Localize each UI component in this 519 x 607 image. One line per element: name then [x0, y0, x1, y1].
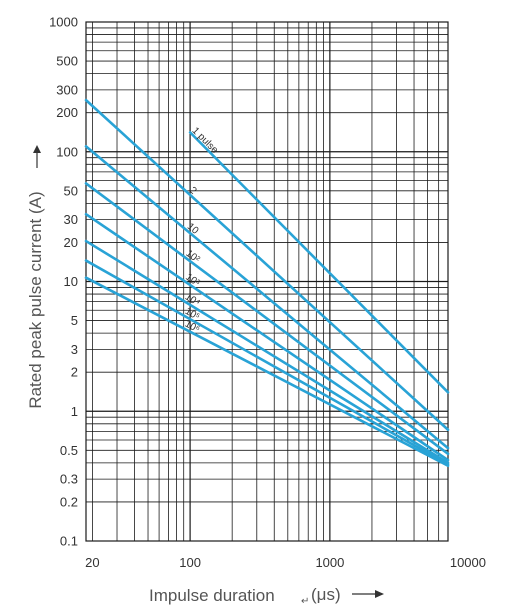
y-tick-label: 20	[64, 235, 78, 250]
x-tick-label: 1000	[315, 555, 344, 570]
y-tick-label: 50	[64, 183, 78, 198]
y-tick-label: 30	[64, 212, 78, 227]
curve-series-4	[84, 182, 450, 456]
y-tick-label: 200	[56, 105, 78, 120]
grid-lines	[85, 21, 449, 542]
y-tick-label: 2	[71, 365, 78, 380]
x-axis-arrow	[352, 590, 384, 598]
y-tick-label: 10	[64, 274, 78, 289]
y-axis-tick-labels: 1000 500 300 200 100 50 30 20 10 5 3 2 1 0.5 0.3 0.2 0.1	[49, 15, 78, 549]
y-tick-label: 1	[71, 404, 78, 419]
y-tick-label: 0.5	[60, 443, 78, 458]
curve-series-6	[84, 239, 450, 465]
curve-series-3	[84, 145, 450, 450]
derating-curves	[84, 98, 450, 468]
curve-label-2: 2	[187, 185, 199, 197]
y-tick-label: 5	[71, 313, 78, 328]
y-tick-label: 0.3	[60, 472, 78, 487]
y-tick-label: 300	[56, 82, 78, 97]
x-tick-label: 100	[179, 555, 201, 570]
y-axis-title-group: Rated peak pulse current (A)	[26, 191, 45, 408]
curve-series-1	[188, 131, 450, 394]
x-tick-label: 20	[85, 555, 99, 570]
y-tick-label: 0.2	[60, 494, 78, 509]
curve-series-2	[84, 98, 450, 432]
curve-series-8	[84, 276, 450, 468]
y-tick-label: 100	[56, 144, 78, 159]
x-tick-label: 10000	[450, 555, 486, 570]
y-tick-label: 1000	[49, 15, 78, 30]
y-tick-label: 3	[71, 342, 78, 357]
y-tick-label: 500	[56, 54, 78, 69]
curve-series-7	[84, 259, 450, 466]
x-axis-unit: (μs)	[311, 585, 341, 604]
y-axis-arrow	[33, 145, 41, 168]
y-tick-label: 0.1	[60, 534, 78, 549]
x-axis-return-glyph: ↵	[301, 596, 309, 607]
y-axis-title: Rated peak pulse current (A)	[26, 191, 45, 408]
curve-series-5	[84, 212, 450, 462]
x-axis-tick-labels: 20 100 1000 10000	[85, 555, 486, 570]
x-axis-title: Impulse duration	[149, 586, 275, 605]
